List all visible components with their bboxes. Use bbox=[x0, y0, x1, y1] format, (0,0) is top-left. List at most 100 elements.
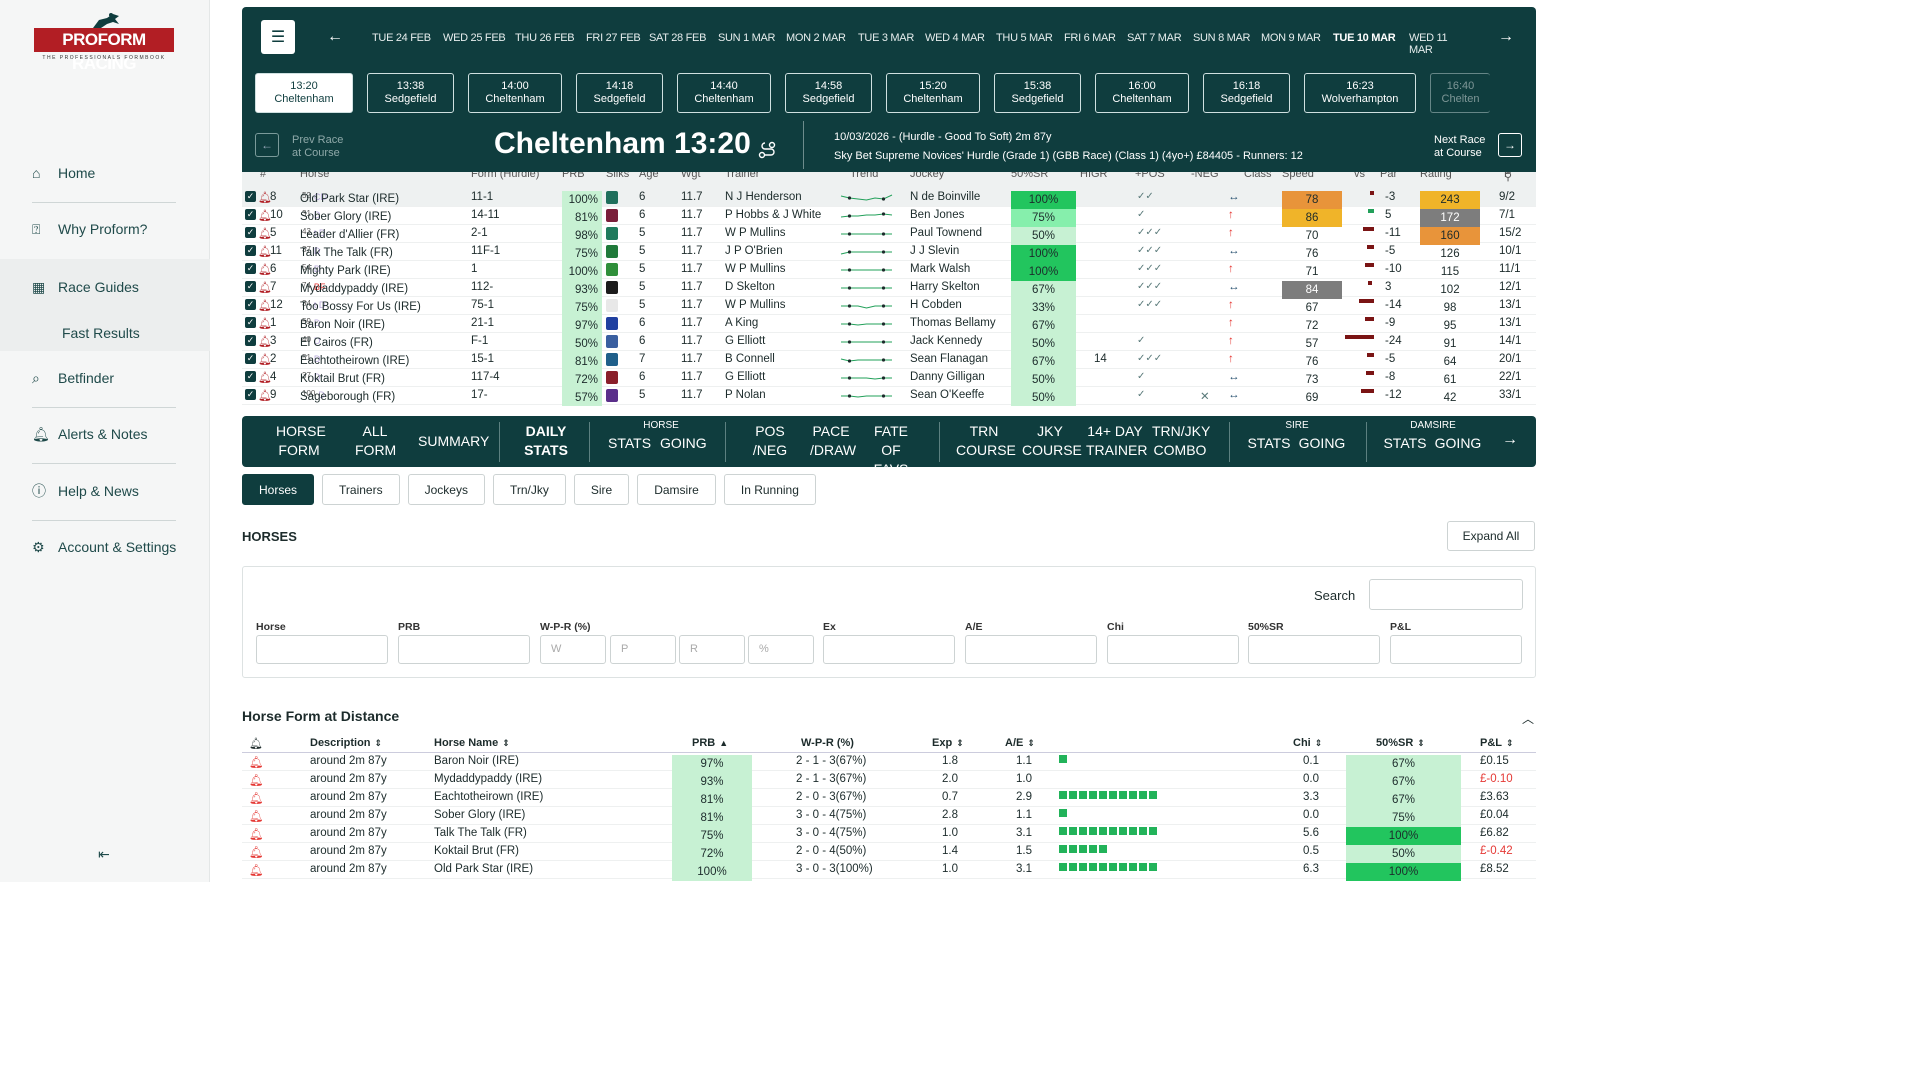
date-tab[interactable]: WED 11 MAR bbox=[1409, 32, 1448, 56]
select-checkbox[interactable]: ✓ bbox=[245, 335, 256, 346]
date-tab[interactable]: TUE 10 MAR bbox=[1333, 32, 1396, 44]
runner-trainer[interactable]: W P Mullins bbox=[725, 227, 786, 239]
runners-col-header[interactable]: P bbox=[1504, 172, 1512, 180]
alert-bell-icon[interactable]: 🔔︎ bbox=[258, 390, 272, 402]
hfd-col-header[interactable]: Exp ⇕ bbox=[932, 737, 964, 749]
runner-horse-cell[interactable]: Sober Glory (IRE) 31 D bbox=[300, 209, 391, 223]
runner-jockey[interactable]: Sean Flanagan bbox=[910, 353, 989, 365]
runners-col-header[interactable]: vs bbox=[1354, 172, 1365, 180]
hfd-col-header[interactable]: A/E ⇕ bbox=[1005, 737, 1035, 749]
hfd-alert-bell-icon[interactable]: 🔔︎ bbox=[249, 829, 264, 841]
tab-summary[interactable]: SUMMARY bbox=[418, 433, 490, 449]
runners-col-header[interactable]: PRB bbox=[562, 172, 585, 180]
nav-why-proform[interactable]: ⍰ Why Proform? bbox=[0, 201, 210, 257]
hfd-col-header[interactable]: P&L ⇕ bbox=[1480, 737, 1514, 749]
runner-jockey[interactable]: J J Slevin bbox=[910, 245, 960, 257]
alert-bell-icon[interactable]: 🔔︎ bbox=[258, 282, 272, 294]
alert-bell-icon[interactable]: 🔔︎ bbox=[258, 354, 272, 366]
nav-alerts-notes[interactable]: 🔔︎ Alerts & Notes bbox=[0, 406, 210, 462]
filter-chi-input[interactable] bbox=[1107, 635, 1239, 664]
tab-fate-of-favs[interactable]: FATE OF FAVS bbox=[864, 422, 918, 479]
select-checkbox[interactable]: ✓ bbox=[245, 227, 256, 238]
tab-trn-course[interactable]: TRN COURSE bbox=[956, 422, 1016, 460]
runner-horse-cell[interactable]: Eachtotheirown (IRE) 51 D bbox=[300, 353, 409, 367]
tab-daily-stats[interactable]: DAILY STATS bbox=[524, 422, 568, 460]
filter-pct-input[interactable]: % bbox=[748, 635, 814, 664]
filter-p-input[interactable]: P bbox=[610, 635, 676, 664]
runner-row[interactable]: ✓ 🔔︎ 12 Too Bossy For Us (IRE) 34 t D 75-1 75% 5… bbox=[242, 297, 1536, 317]
runner-row[interactable]: ✓ 🔔︎ 11 Talk The Talk (FR) 37 D 11F-1 75% 5 11.7 J… bbox=[242, 243, 1536, 263]
alert-bell-icon[interactable]: 🔔︎ bbox=[258, 210, 272, 222]
prev-race-label[interactable]: Prev Race at Course bbox=[292, 134, 343, 160]
runner-jockey[interactable]: Harry Skelton bbox=[910, 281, 980, 293]
hfd-bell-icon[interactable]: 🔔︎ bbox=[249, 738, 263, 750]
runner-trainer[interactable]: W P Mullins bbox=[725, 263, 786, 275]
nav-race-guides[interactable]: ▦ Race Guides bbox=[0, 259, 210, 315]
runner-horse-cell[interactable]: Mydaddypaddy (IRE) 74 BF bbox=[300, 281, 408, 295]
runners-col-header[interactable]: HIGR bbox=[1080, 172, 1108, 180]
runner-trainer[interactable]: P Nolan bbox=[725, 389, 766, 401]
runner-trainer[interactable]: D Skelton bbox=[725, 281, 775, 293]
dates-prev-arrow-icon[interactable]: ← bbox=[327, 28, 343, 45]
runners-col-header[interactable]: Wgt bbox=[681, 172, 701, 180]
runners-col-header[interactable]: -NEG bbox=[1191, 172, 1219, 180]
nav-home[interactable]: ⌂ Home bbox=[0, 145, 210, 201]
select-checkbox[interactable]: ✓ bbox=[245, 299, 256, 310]
filter-50sr-input[interactable] bbox=[1248, 635, 1380, 664]
race-card[interactable]: 16:40 Chelten bbox=[1430, 73, 1490, 113]
runner-row[interactable]: ✓ 🔔︎ 1 Baron Noir (IRE) 59 D 21-1 97% 6 11.7 A Kin… bbox=[242, 315, 1536, 335]
race-card[interactable]: 15:20 Cheltenham bbox=[886, 73, 980, 113]
nav-betfinder[interactable]: ⌕ Betfinder bbox=[0, 350, 210, 406]
race-card[interactable]: 16:23 Wolverhampton bbox=[1304, 73, 1416, 113]
filter-r-input[interactable]: R bbox=[679, 635, 745, 664]
runner-trainer[interactable]: B Connell bbox=[725, 353, 775, 365]
runners-col-header[interactable]: 50%SR bbox=[1011, 172, 1049, 180]
runner-trainer[interactable]: W P Mullins bbox=[725, 299, 786, 311]
runner-horse-cell[interactable]: Sageborough (FR) 100 D bbox=[300, 389, 395, 403]
proform-logo[interactable]: PROFORM RACING THE PROFESSIONALS FORMBOO… bbox=[34, 12, 174, 73]
subtab-in-running[interactable]: In Running bbox=[723, 474, 816, 505]
date-tab[interactable]: THU 26 FEB bbox=[515, 32, 575, 44]
alert-bell-icon[interactable]: 🔔︎ bbox=[258, 300, 272, 312]
runners-col-header[interactable]: Speed bbox=[1282, 172, 1314, 180]
select-checkbox[interactable]: ✓ bbox=[245, 371, 256, 382]
alert-bell-icon[interactable]: 🔔︎ bbox=[258, 246, 272, 258]
prev-race-button[interactable]: ← bbox=[255, 133, 279, 157]
runners-col-header[interactable]: Silks bbox=[606, 172, 630, 180]
race-card[interactable]: 16:00 Cheltenham bbox=[1095, 73, 1189, 113]
runner-jockey[interactable]: Sean O'Keeffe bbox=[910, 389, 985, 401]
runner-horse-cell[interactable]: Talk The Talk (FR) 37 D bbox=[300, 245, 393, 259]
search-input[interactable] bbox=[1369, 579, 1523, 610]
date-tab[interactable]: FRI 6 MAR bbox=[1064, 32, 1116, 44]
runner-horse-cell[interactable]: Too Bossy For Us (IRE) 34 t D bbox=[300, 299, 421, 313]
hfd-col-header[interactable]: Description ⇕ bbox=[310, 737, 382, 749]
race-card[interactable]: 14:18 Sedgefield bbox=[576, 73, 663, 113]
runner-jockey[interactable]: H Cobden bbox=[910, 299, 962, 311]
runner-row[interactable]: ✓ 🔔︎ 2 Eachtotheirown (IRE) 51 D 15-1 81% 7 11.7 B… bbox=[242, 351, 1536, 371]
hfd-col-header[interactable]: 50%SR ⇕ bbox=[1376, 737, 1425, 749]
hfd-horse-name[interactable]: Mydaddypaddy (IRE) bbox=[434, 773, 543, 785]
runners-col-header[interactable]: Form (Hurdle) bbox=[471, 172, 540, 180]
runners-col-header[interactable]: Horse bbox=[300, 172, 330, 180]
filter-w-input[interactable]: W bbox=[540, 635, 606, 664]
date-tab[interactable]: TUE 24 FEB bbox=[372, 32, 431, 44]
date-tab[interactable]: THU 5 MAR bbox=[996, 32, 1053, 44]
alert-bell-icon[interactable]: 🔔︎ bbox=[258, 336, 272, 348]
runner-row[interactable]: ✓ 🔔︎ 6 Mighty Park (IRE) 54 D 1 100% 5 11.7 W P Mu… bbox=[242, 261, 1536, 281]
runner-row[interactable]: ✓ 🔔︎ 10 Sober Glory (IRE) 31 D 14-11 81% 6 11.7 P … bbox=[242, 207, 1536, 227]
subtab-trainers[interactable]: Trainers bbox=[322, 474, 400, 505]
alert-bell-icon[interactable]: 🔔︎ bbox=[258, 228, 272, 240]
hfd-alert-bell-icon[interactable]: 🔔︎ bbox=[249, 757, 264, 769]
select-checkbox[interactable]: ✓ bbox=[245, 317, 256, 328]
runners-col-header[interactable]: Trend bbox=[850, 172, 879, 180]
tab-jky-course[interactable]: JKY COURSE bbox=[1022, 422, 1082, 460]
runners-col-header[interactable]: Age bbox=[639, 172, 659, 180]
alert-bell-icon[interactable]: 🔔︎ bbox=[258, 318, 272, 330]
hfd-alert-bell-icon[interactable]: 🔔︎ bbox=[249, 775, 264, 787]
hfd-horse-name[interactable]: Sober Glory (IRE) bbox=[434, 809, 526, 821]
runner-horse-cell[interactable]: El Cairos (FR) 40 D bbox=[300, 335, 373, 349]
date-tab[interactable]: SAT 28 FEB bbox=[649, 32, 707, 44]
runner-row[interactable]: ✓ 🔔︎ 8 Old Park Star (IRE) 52 CD 11-1 100% 6 11.7… bbox=[242, 189, 1536, 209]
runner-row[interactable]: ✓ 🔔︎ 4 Koktail Brut (FR) 37 D 117-4 72% 6 11.7 G E… bbox=[242, 369, 1536, 389]
date-tab[interactable]: MON 9 MAR bbox=[1261, 32, 1321, 44]
